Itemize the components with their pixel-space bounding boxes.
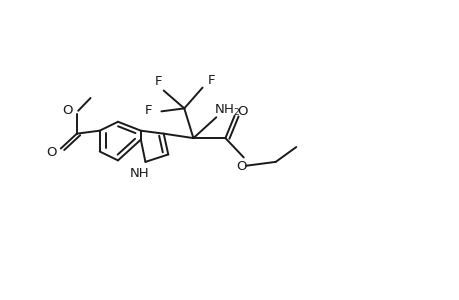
Text: O: O — [237, 105, 247, 118]
Text: O: O — [46, 146, 57, 160]
Text: F: F — [145, 104, 152, 117]
Text: F: F — [207, 74, 215, 87]
Text: NH: NH — [130, 167, 150, 180]
Text: O: O — [235, 160, 246, 173]
Text: F: F — [154, 75, 162, 88]
Text: NH$_2$: NH$_2$ — [213, 103, 240, 118]
Text: O: O — [62, 104, 73, 117]
